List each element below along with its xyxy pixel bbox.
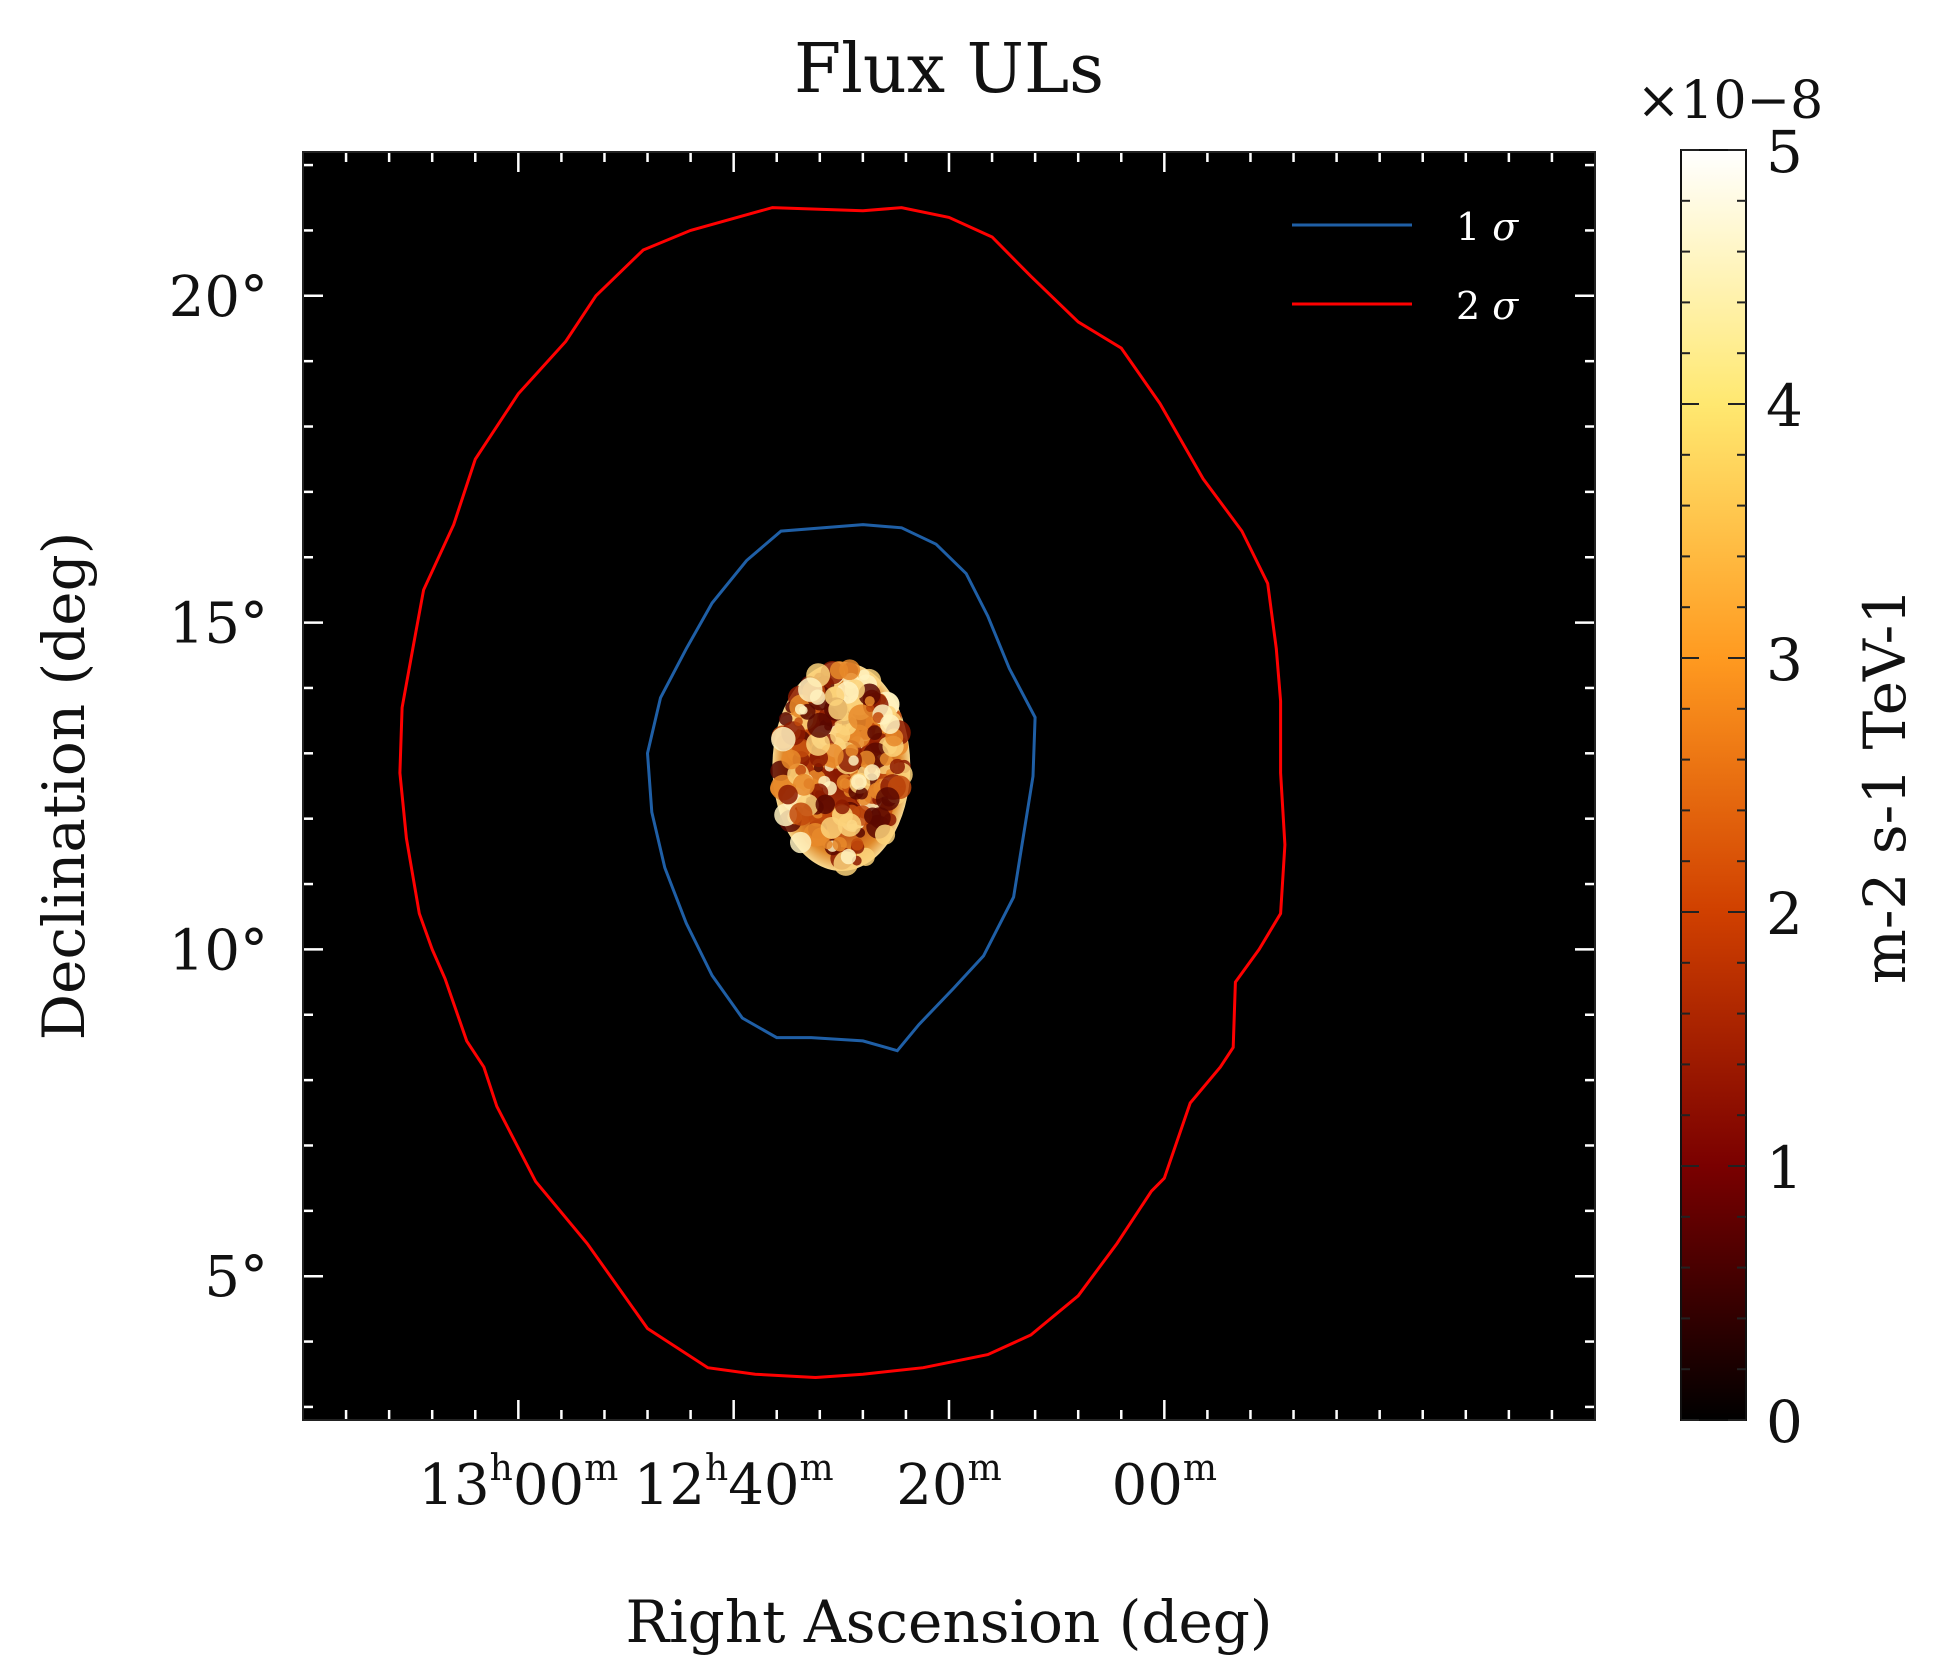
heatmap-layer (769, 659, 913, 876)
colorbar (1680, 149, 1747, 1421)
heatmap-cell (840, 848, 857, 865)
heatmap-cell (807, 712, 833, 738)
heatmap-cell (835, 799, 850, 815)
colorbar-label: m-2 s-1 TeV-1 (1851, 588, 1919, 984)
heatmap-cell (789, 802, 813, 826)
x-tick-label: 13h00m (418, 1448, 618, 1518)
heatmap-cell (866, 704, 875, 713)
colorbar-tick-label: 4 (1766, 372, 1803, 440)
heatmap-cell (824, 686, 845, 707)
legend: 1 σ 2 σ (1292, 205, 1519, 328)
heatmap-cell (851, 838, 864, 851)
heatmap-cell (823, 839, 833, 850)
legend-label-2sigma: 2 σ (1456, 284, 1519, 328)
heatmap-cell (830, 725, 851, 746)
heatmap-cell (794, 717, 803, 727)
x-tick-label: 00m (1112, 1448, 1217, 1518)
chart-title: Flux ULs (794, 30, 1104, 109)
heatmap-cell (839, 778, 851, 789)
heatmap-cell (795, 764, 807, 776)
plot-background (303, 152, 1595, 1420)
heatmap-cell (781, 749, 801, 770)
heatmap-cell (806, 732, 831, 756)
contour-2sigma (398, 206, 1287, 1380)
plot-frame (302, 151, 1596, 1421)
colorbar-multiplier: ×10−8 (1637, 71, 1823, 131)
heatmap-cell (874, 824, 896, 845)
colorbar-ticks: 0 1 2 3 4 5 (1681, 118, 1803, 1456)
heatmap-cell (889, 758, 905, 775)
colorbar-tick-label: 5 (1766, 118, 1803, 186)
heatmap-cell (875, 787, 900, 811)
heatmap-cell (864, 696, 875, 707)
y-tick-label: 10° (169, 918, 268, 983)
y-tick-labels: 20° 15° 10° 5° (169, 265, 268, 1310)
y-tick-label: 5° (204, 1245, 268, 1310)
colorbar-tick-label: 1 (1766, 1134, 1803, 1202)
y-tick-label: 15° (169, 592, 268, 657)
heatmap-cell (832, 837, 847, 852)
heatmap-cell (867, 725, 883, 741)
contour-layer (398, 206, 1287, 1380)
heatmap-cell (792, 773, 815, 796)
tick-layer (303, 152, 1595, 1420)
x-tick-label: 12h40m (634, 1448, 834, 1518)
colorbar-tick-label: 3 (1766, 626, 1803, 694)
heatmap-cell (857, 750, 876, 768)
heatmap-cell (799, 705, 808, 715)
colorbar-tick-label: 2 (1766, 880, 1803, 948)
y-tick-label: 20° (169, 265, 268, 330)
heatmap-cell (880, 714, 900, 735)
heatmap-cell (845, 744, 859, 758)
x-axis-label: Right Ascension (deg) (625, 1588, 1272, 1656)
legend-label-1sigma: 1 σ (1456, 205, 1519, 249)
colorbar-tick-label: 0 (1766, 1388, 1803, 1456)
y-axis-label: Declination (deg) (30, 532, 98, 1041)
heatmap-cell (851, 774, 867, 790)
heatmap-cell (798, 677, 823, 702)
heatmap-cell (829, 661, 849, 680)
x-tick-label: 20m (896, 1448, 1001, 1518)
heatmap-cell (778, 784, 798, 805)
heatmap-cell (864, 764, 881, 781)
heatmap-cell (789, 831, 812, 854)
heatmap-cell (864, 807, 882, 825)
heatmap-cell (837, 813, 862, 837)
heatmap-cell (848, 755, 859, 766)
contour-1sigma (645, 523, 1037, 1053)
x-tick-labels: 13h00m 12h40m 20m 00m (418, 1448, 1217, 1518)
heatmap-cell (771, 726, 796, 752)
heatmap-cell (855, 787, 868, 800)
heatmap-cell (815, 794, 836, 815)
